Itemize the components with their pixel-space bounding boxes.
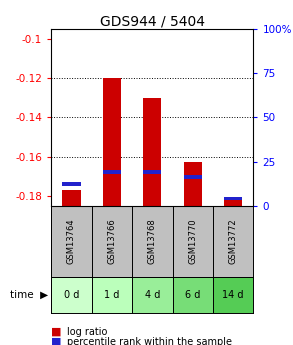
Text: 14 d: 14 d	[222, 290, 244, 300]
Bar	[132, 206, 173, 277]
Text: 1 d: 1 d	[104, 290, 120, 300]
Text: log ratio: log ratio	[67, 327, 108, 337]
Bar	[143, 170, 161, 174]
Bar	[132, 277, 173, 313]
Text: percentile rank within the sample: percentile rank within the sample	[67, 337, 232, 345]
Bar	[62, 183, 81, 186]
Bar	[213, 277, 253, 313]
Text: time  ▶: time ▶	[10, 290, 48, 300]
Text: GSM13772: GSM13772	[229, 219, 238, 264]
Bar	[173, 277, 213, 313]
Bar	[184, 175, 202, 179]
Bar	[51, 206, 92, 277]
Bar	[224, 197, 242, 200]
Title: GDS944 / 5404: GDS944 / 5404	[100, 14, 205, 28]
Bar	[213, 206, 253, 277]
Bar	[173, 206, 213, 277]
Text: GSM13764: GSM13764	[67, 219, 76, 264]
Text: 6 d: 6 d	[185, 290, 200, 300]
Bar	[92, 206, 132, 277]
Bar	[62, 190, 81, 206]
Bar	[224, 199, 242, 206]
Bar	[103, 78, 121, 206]
Text: ■: ■	[51, 327, 62, 337]
Text: 0 d: 0 d	[64, 290, 79, 300]
Bar	[92, 277, 132, 313]
Bar	[103, 170, 121, 174]
Bar	[143, 98, 161, 206]
Bar	[51, 277, 92, 313]
Text: GSM13766: GSM13766	[108, 218, 116, 264]
Text: 4 d: 4 d	[145, 290, 160, 300]
Text: GSM13770: GSM13770	[188, 219, 197, 264]
Text: GSM13768: GSM13768	[148, 218, 157, 264]
Text: ■: ■	[51, 337, 62, 345]
Bar	[184, 162, 202, 206]
